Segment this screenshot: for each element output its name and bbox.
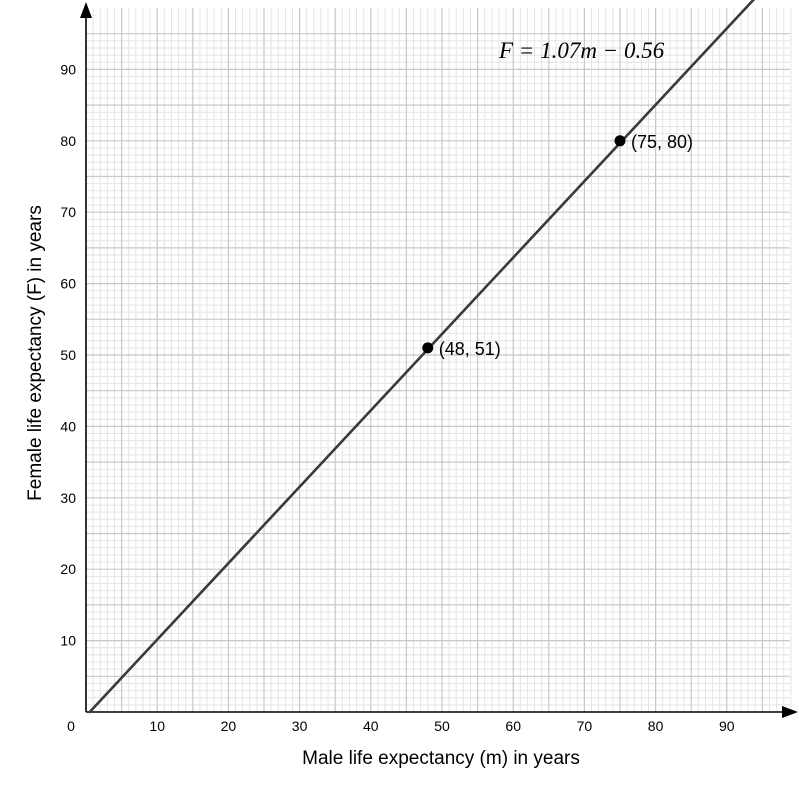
x-tick-label: 40 <box>363 718 379 734</box>
equation-label: F = 1.07m − 0.56 <box>498 38 665 63</box>
y-tick-label: 10 <box>60 633 76 649</box>
x-tick-label: 60 <box>505 718 521 734</box>
data-point-label: (75, 80) <box>631 132 693 152</box>
data-point <box>614 135 626 147</box>
series-layer: (48, 51) (75, 80) <box>88 0 756 714</box>
y-tick-label: 80 <box>60 133 76 149</box>
y-axis-label: Female life expectancy (F) in years <box>25 205 46 501</box>
x-tick-label: 50 <box>434 718 450 734</box>
y-tick-label: 60 <box>60 276 76 292</box>
y-tick-label: 50 <box>60 347 76 363</box>
axes <box>80 2 798 718</box>
y-axis-arrow-icon <box>80 2 92 18</box>
x-tick-label: 30 <box>292 718 308 734</box>
y-tick-label: 90 <box>60 61 76 77</box>
data-point <box>422 342 434 354</box>
x-tick-label: 90 <box>719 718 735 734</box>
x-tick-label: 20 <box>221 718 237 734</box>
minor-grid <box>86 8 792 712</box>
x-tick-label: 70 <box>577 718 593 734</box>
major-grid <box>86 8 790 712</box>
y-tick-label: 30 <box>60 490 76 506</box>
regression-line <box>88 0 756 714</box>
y-tick-label: 20 <box>60 561 76 577</box>
y-tick-label: 70 <box>60 204 76 220</box>
origin-label: 0 <box>67 718 75 734</box>
x-axis-arrow-icon <box>782 706 798 718</box>
tick-labels: 10 20 30 40 50 60 70 80 90 10 20 30 40 50 60 70 80 90 0 <box>60 61 734 734</box>
x-tick-label: 10 <box>149 718 165 734</box>
x-tick-label: 80 <box>648 718 664 734</box>
x-axis-label: Male life expectancy (m) in years <box>302 748 580 769</box>
data-point-label: (48, 51) <box>439 339 501 359</box>
y-tick-label: 40 <box>60 418 76 434</box>
